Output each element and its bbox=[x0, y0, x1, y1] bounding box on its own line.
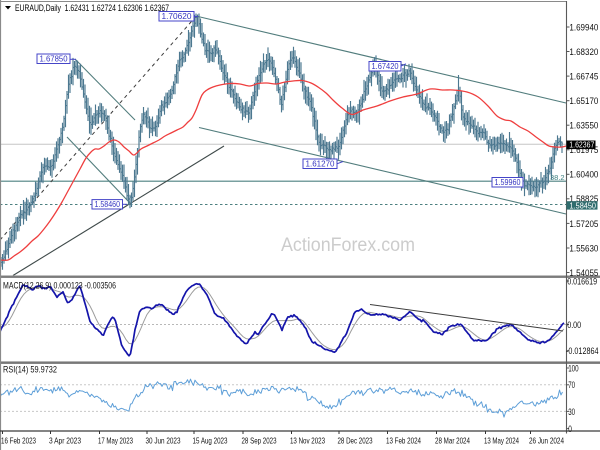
svg-text:13 Nov 2023: 13 Nov 2023 bbox=[290, 436, 325, 446]
svg-text:28 Sep 2023: 28 Sep 2023 bbox=[242, 436, 277, 446]
svg-text:1.63550: 1.63550 bbox=[569, 121, 598, 131]
svg-text:26 Jun 2024: 26 Jun 2024 bbox=[529, 436, 564, 446]
svg-text:17 May 2023: 17 May 2023 bbox=[98, 436, 133, 446]
svg-text:EURAUD,Daily 1.62431 1.62724: EURAUD,Daily 1.62431 1.62724 1.62306 1.6… bbox=[15, 3, 169, 13]
svg-text:28 Mar 2024: 28 Mar 2024 bbox=[435, 436, 470, 446]
svg-text:1.54055: 1.54055 bbox=[569, 268, 598, 278]
svg-text:0.00: 0.00 bbox=[567, 320, 581, 330]
svg-text:ActionForex.com: ActionForex.com bbox=[281, 234, 415, 256]
svg-text:RSI(14) 59.9732: RSI(14) 59.9732 bbox=[3, 365, 57, 375]
svg-text:30: 30 bbox=[568, 407, 575, 417]
svg-text:70: 70 bbox=[568, 380, 575, 390]
svg-text:13 May 2024: 13 May 2024 bbox=[484, 436, 519, 446]
svg-text:MACD(12,26,9) 0.000123 -0.0035: MACD(12,26,9) 0.000123 -0.003506 bbox=[3, 281, 116, 291]
svg-text:28 Dec 2023: 28 Dec 2023 bbox=[338, 436, 373, 446]
svg-text:1.67420: 1.67420 bbox=[372, 62, 400, 71]
svg-text:1.58825: 1.58825 bbox=[569, 194, 598, 204]
svg-text:1.70620: 1.70620 bbox=[162, 12, 193, 21]
svg-text:1.61975: 1.61975 bbox=[569, 145, 598, 155]
svg-text:1.66745: 1.66745 bbox=[569, 72, 598, 82]
svg-text:1.62367: 1.62367 bbox=[569, 140, 594, 150]
svg-text:1.67850: 1.67850 bbox=[40, 55, 69, 64]
svg-text:16 Feb 2023: 16 Feb 2023 bbox=[1, 436, 36, 446]
svg-text:-0.012864: -0.012864 bbox=[566, 346, 599, 356]
svg-text:1.58460: 1.58460 bbox=[95, 200, 121, 209]
svg-text:0.016619: 0.016619 bbox=[567, 276, 597, 286]
svg-text:38.2: 38.2 bbox=[550, 173, 565, 182]
svg-text:1.59960: 1.59960 bbox=[495, 178, 521, 187]
svg-text:1.61270: 1.61270 bbox=[306, 160, 336, 169]
svg-text:0: 0 bbox=[568, 424, 572, 434]
svg-text:1.68320: 1.68320 bbox=[569, 47, 598, 57]
svg-text:1.69940: 1.69940 bbox=[569, 22, 598, 32]
svg-text:1.60400: 1.60400 bbox=[569, 170, 598, 180]
svg-text:15 Aug 2023: 15 Aug 2023 bbox=[193, 436, 228, 446]
svg-text:3 Apr 2023: 3 Apr 2023 bbox=[49, 436, 81, 446]
svg-text:100: 100 bbox=[568, 363, 578, 373]
svg-text:30 Jun 2023: 30 Jun 2023 bbox=[146, 436, 181, 446]
svg-text:1.65170: 1.65170 bbox=[569, 96, 598, 106]
svg-text:1.57205: 1.57205 bbox=[569, 219, 598, 229]
svg-text:1.58450: 1.58450 bbox=[570, 200, 597, 210]
svg-text:1.55630: 1.55630 bbox=[569, 243, 598, 253]
svg-text:13 Feb 2024: 13 Feb 2024 bbox=[386, 436, 421, 446]
